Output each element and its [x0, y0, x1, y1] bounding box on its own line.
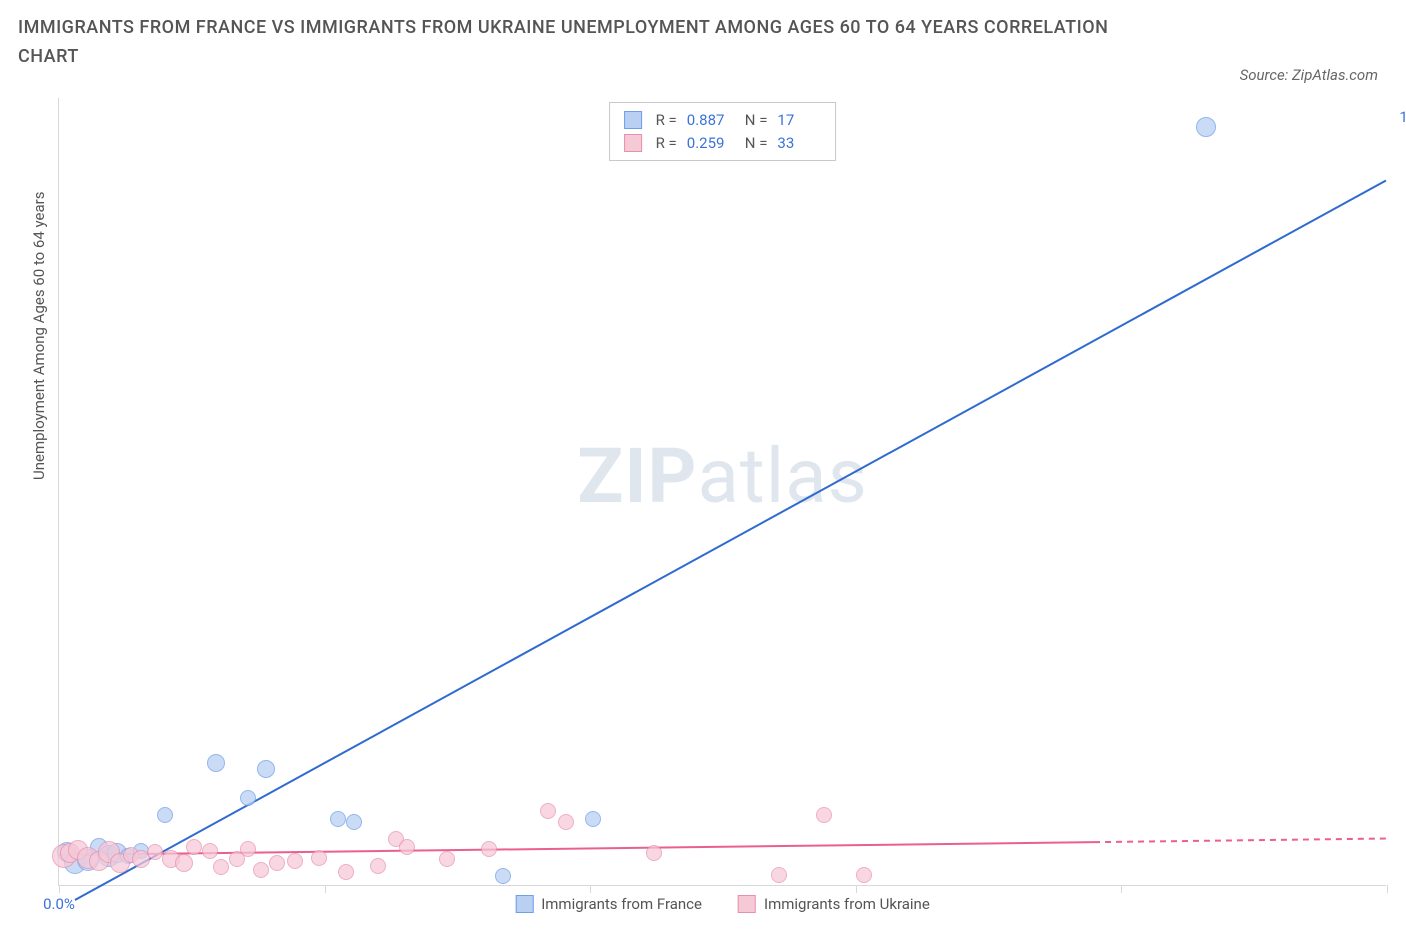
x-tick: [590, 885, 591, 893]
n-label: N =: [745, 109, 768, 132]
series-legend-france: Immigrants from France: [515, 895, 702, 913]
scatter-point: [585, 811, 601, 827]
n-value-ukraine: 33: [777, 132, 821, 155]
y-tick-label: 100.0%: [1399, 108, 1406, 126]
series-legend-swatch-france: [515, 895, 533, 913]
scatter-markers-layer: [59, 98, 1386, 885]
scatter-point: [253, 862, 269, 878]
stats-legend-swatch-ukraine: [624, 134, 642, 152]
scatter-point: [1196, 117, 1216, 137]
scatter-point: [399, 839, 415, 855]
scatter-point: [495, 868, 511, 884]
source-attribution: Source: ZipAtlas.com: [1240, 66, 1378, 84]
scatter-point: [207, 754, 225, 772]
scatter-point: [540, 803, 556, 819]
x-tick: [1121, 885, 1122, 893]
y-axis-label: Unemployment Among Ages 60 to 64 years: [30, 192, 48, 480]
scatter-point: [213, 859, 229, 875]
x-tick: [59, 885, 60, 893]
scatter-point: [269, 855, 285, 871]
scatter-point: [240, 841, 256, 857]
n-label: N =: [745, 132, 768, 155]
scatter-point: [771, 867, 787, 883]
stats-legend-swatch-france: [624, 111, 642, 129]
chart-title: IMMIGRANTS FROM FRANCE VS IMMIGRANTS FRO…: [18, 14, 1118, 72]
scatter-point: [157, 807, 173, 823]
x-tick-label: 0.0%: [43, 895, 75, 913]
scatter-point: [481, 841, 497, 857]
r-value-france: 0.887: [687, 109, 731, 132]
stats-legend: R = 0.887 N = 17 R = 0.259 N = 33: [609, 102, 837, 161]
scatter-point: [287, 853, 303, 869]
scatter-point: [558, 814, 574, 830]
scatter-point: [240, 790, 256, 806]
scatter-point: [186, 839, 202, 855]
scatter-point: [311, 850, 327, 866]
scatter-point: [816, 807, 832, 823]
r-label: R =: [656, 109, 677, 132]
scatter-point: [646, 845, 662, 861]
scatter-point: [856, 867, 872, 883]
series-legend-label-ukraine: Immigrants from Ukraine: [764, 895, 930, 913]
series-legend: Immigrants from France Immigrants from U…: [515, 895, 930, 913]
x-tick: [1387, 885, 1388, 893]
scatter-point: [147, 844, 163, 860]
series-legend-label-france: Immigrants from France: [541, 895, 702, 913]
scatter-point: [346, 814, 362, 830]
scatter-point: [202, 843, 218, 859]
stats-legend-row-ukraine: R = 0.259 N = 33: [624, 132, 822, 155]
scatter-point: [370, 858, 386, 874]
scatter-point: [257, 760, 275, 778]
scatter-point: [439, 851, 455, 867]
x-tick: [856, 885, 857, 893]
r-value-ukraine: 0.259: [687, 132, 731, 155]
scatter-point: [330, 811, 346, 827]
series-legend-ukraine: Immigrants from Ukraine: [738, 895, 930, 913]
stats-legend-row-france: R = 0.887 N = 17: [624, 109, 822, 132]
x-tick: [325, 885, 326, 893]
scatter-point: [338, 864, 354, 880]
series-legend-swatch-ukraine: [738, 895, 756, 913]
chart-plot-area: ZIPatlas R = 0.887 N = 17 R = 0.259 N = …: [58, 98, 1386, 886]
r-label: R =: [656, 132, 677, 155]
scatter-point: [175, 854, 193, 872]
n-value-france: 17: [777, 109, 821, 132]
